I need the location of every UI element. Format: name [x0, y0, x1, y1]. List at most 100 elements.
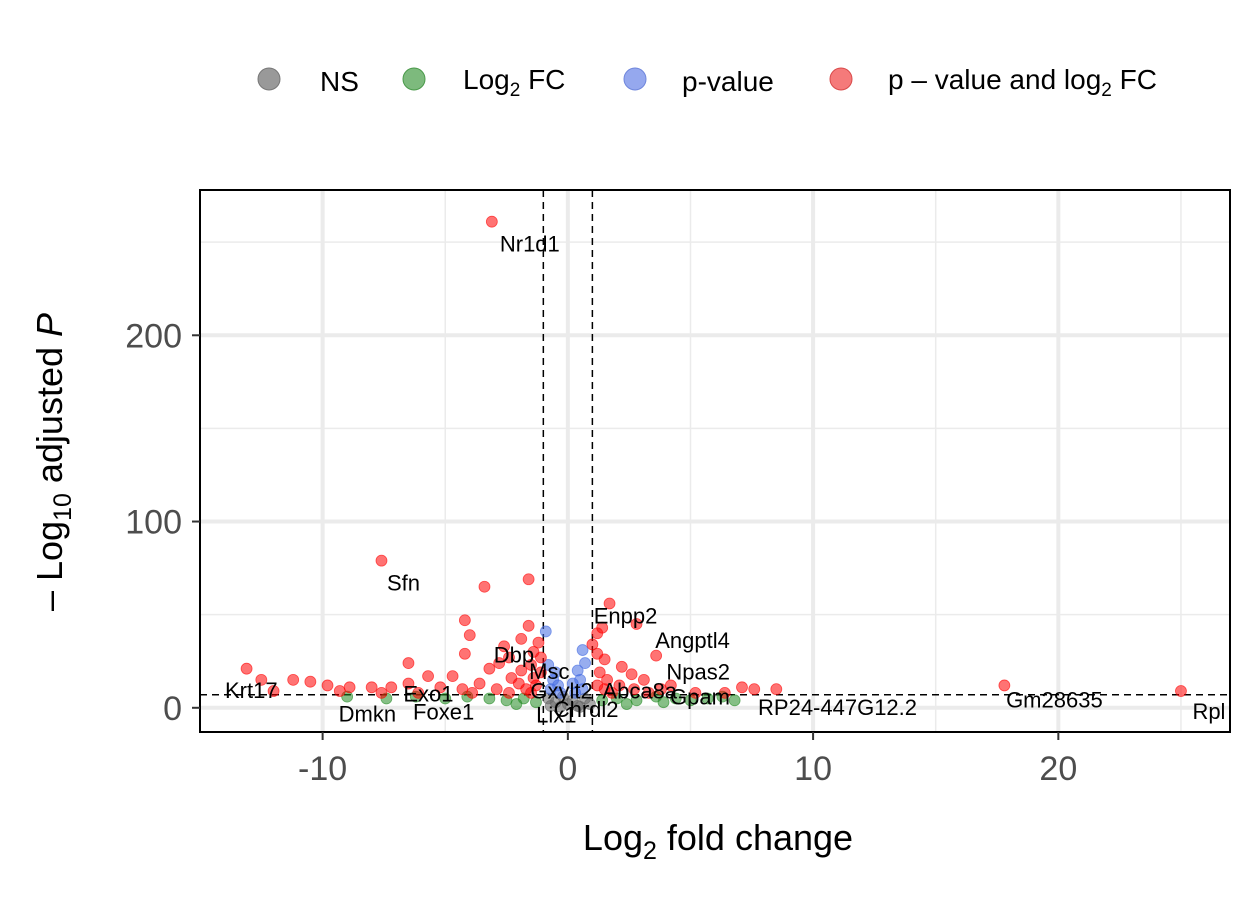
point-both: [458, 647, 471, 660]
legend-key-pvalue-and-log2fc: [829, 67, 853, 91]
legend-item-ns: NS: [257, 66, 359, 97]
gene-label: Npas2: [666, 660, 730, 685]
point-fc: [620, 698, 633, 710]
point-both: [598, 653, 611, 666]
plot-border: [199, 189, 1231, 733]
point-both: [522, 573, 535, 586]
point-both: [466, 686, 479, 699]
point-both: [525, 686, 537, 699]
point-both: [522, 619, 535, 632]
point-both: [402, 677, 415, 690]
point-p: [569, 686, 582, 699]
point-both: [503, 651, 515, 664]
point-p: [554, 686, 567, 699]
point-fc: [483, 692, 496, 705]
point-both: [434, 681, 447, 694]
point-both: [637, 673, 650, 686]
legend-item-pvalue: p-value: [623, 66, 774, 97]
point-both: [446, 670, 459, 683]
point-both: [1175, 685, 1187, 697]
x-tick-label: 10: [794, 750, 832, 788]
legend-key-pvalue: [623, 67, 647, 91]
point-fc: [530, 696, 542, 709]
point-p: [579, 657, 591, 669]
point-both: [625, 668, 638, 681]
y-tick-label: 100: [125, 504, 182, 542]
point-fc: [510, 698, 523, 710]
point-p: [576, 644, 589, 656]
point-both: [525, 659, 537, 671]
point-both: [422, 670, 434, 683]
gene-label: Foxe1: [413, 700, 474, 725]
point-p: [542, 659, 555, 671]
point-both: [998, 679, 1011, 692]
gene-label: RP24-447G12.2: [758, 695, 917, 720]
point-both: [498, 640, 510, 653]
point-both: [503, 686, 515, 699]
point-both: [586, 638, 599, 651]
point-both: [689, 686, 702, 699]
gene-label: Rpl: [1192, 699, 1225, 724]
legend-label-ns: NS: [320, 66, 359, 97]
x-tick-label: 0: [558, 750, 577, 788]
gene-label: Dmkn: [339, 701, 396, 726]
point-both: [287, 673, 300, 686]
gene-label: Abca8a: [602, 678, 677, 703]
y-axis: 0 100 200: [125, 317, 200, 728]
point-fc: [657, 696, 670, 709]
point-both: [628, 683, 640, 696]
point-both: [770, 683, 783, 696]
point-both: [532, 636, 545, 649]
gene-label: Gm28635: [1006, 687, 1103, 712]
point-both: [385, 681, 398, 694]
legend: NS Log2 FC p-value p – value and log2 FC: [257, 64, 1157, 101]
point-both: [655, 683, 667, 696]
point-both: [473, 677, 486, 690]
point-both: [343, 681, 356, 694]
point-both: [748, 683, 761, 696]
point-both: [255, 673, 268, 686]
point-fc: [701, 692, 714, 705]
point-both: [736, 681, 748, 694]
point-both: [650, 649, 663, 662]
gene-label: Exo1: [403, 682, 453, 707]
point-both: [365, 681, 378, 694]
point-p: [539, 625, 552, 638]
x-tick-label: -10: [298, 750, 347, 788]
point-both: [463, 629, 476, 642]
gene-label: Chrdl2: [554, 697, 619, 722]
gene-label: Msc: [529, 659, 569, 684]
point-both: [267, 685, 280, 697]
legend-item-log2fc: Log2 FC: [402, 64, 565, 101]
gene-label: Dbp: [494, 643, 534, 668]
point-both: [375, 554, 388, 567]
data-points: [240, 215, 1187, 713]
point-both: [515, 632, 528, 645]
gene-label: Gpam: [670, 685, 730, 710]
gene-label: Krt17: [225, 678, 278, 703]
gene-label: Enpp2: [594, 603, 658, 628]
point-both: [615, 660, 628, 673]
gene-label: Nr1d1: [500, 232, 560, 257]
grid: [200, 190, 1230, 732]
point-both: [375, 686, 388, 699]
x-axis: -10 0 10 20: [298, 732, 1077, 788]
point-fc: [669, 692, 682, 705]
gene-label: Angptl4: [655, 628, 730, 653]
x-axis-title: Log2 fold change: [583, 817, 853, 865]
threshold-lines: [200, 190, 1230, 732]
y-axis-title: – Log10 adjusted P: [29, 313, 77, 611]
point-fc: [439, 692, 452, 705]
legend-key-log2fc: [402, 67, 426, 91]
point-ns: [554, 700, 567, 713]
point-both: [458, 614, 471, 627]
legend-item-pvalue-and-log2fc: p – value and log2 FC: [829, 64, 1157, 101]
point-both: [630, 618, 643, 630]
point-fc: [596, 694, 609, 707]
gene-label: Gxylt2: [530, 678, 592, 703]
point-both: [613, 679, 626, 692]
point-ns: [574, 700, 587, 713]
point-both: [333, 685, 346, 697]
